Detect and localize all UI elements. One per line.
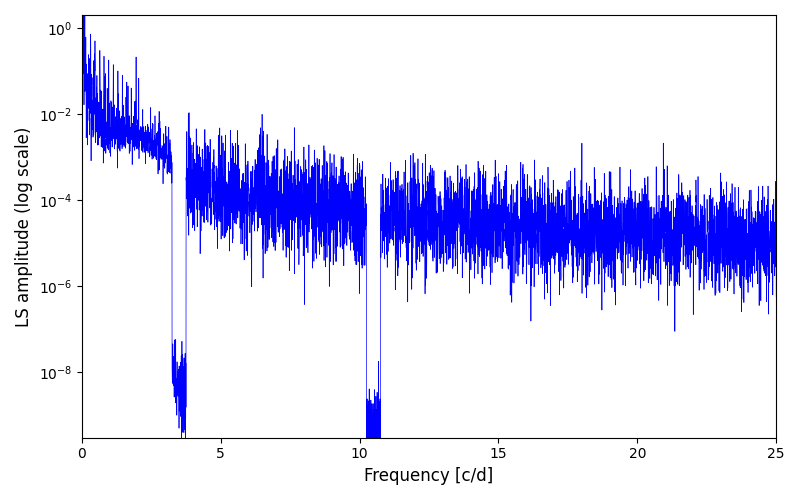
X-axis label: Frequency [c/d]: Frequency [c/d] [364,467,494,485]
Y-axis label: LS amplitude (log scale): LS amplitude (log scale) [15,126,33,326]
